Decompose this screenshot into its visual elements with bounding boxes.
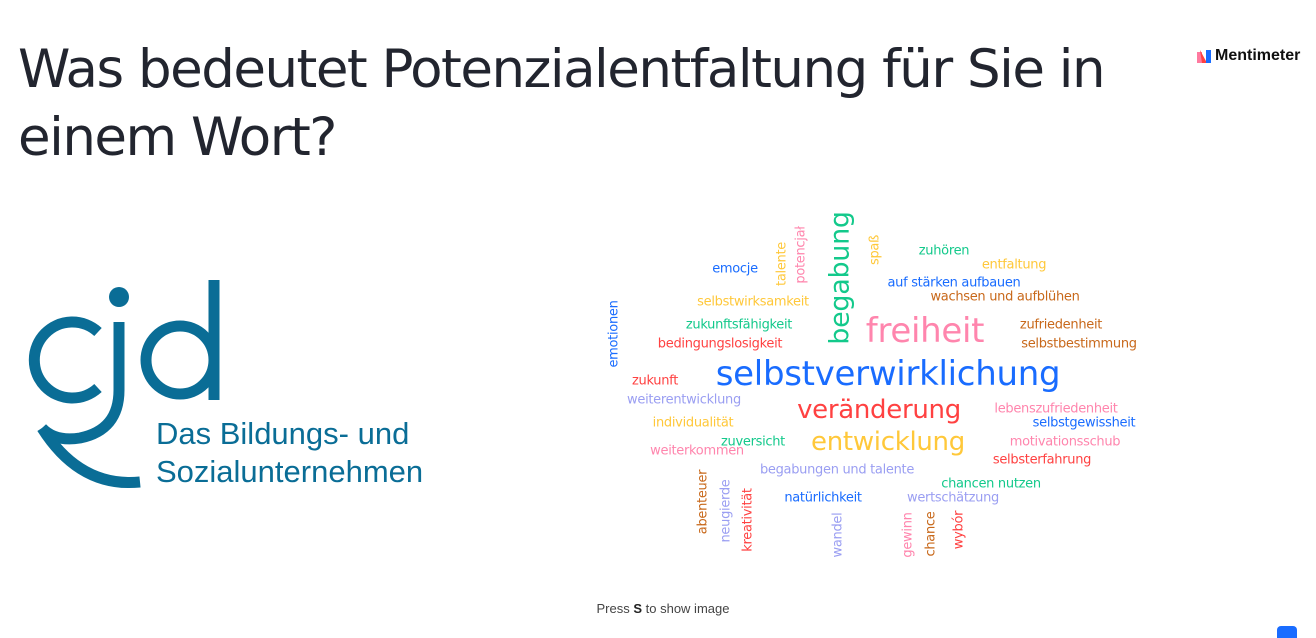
tagline-line1: Das Bildungs- und <box>156 416 410 451</box>
mentimeter-brand: Mentimeter <box>1197 47 1300 65</box>
word-cloud-word: motivationsschub <box>1009 434 1121 450</box>
cjd-logo <box>28 280 220 489</box>
word-cloud-word: zuhören <box>918 243 970 259</box>
word-cloud-word: wybór <box>951 510 967 550</box>
word-cloud-word: selbstgewissheit <box>1032 415 1136 431</box>
word-cloud-word: begabung <box>824 211 856 345</box>
tagline-line2: Sozialunternehmen <box>156 454 424 489</box>
word-cloud-word: zufriedenheit <box>1019 317 1103 333</box>
word-cloud-word: zukunft <box>631 373 679 389</box>
word-cloud-word: emotionen <box>606 300 622 368</box>
question-title: Was bedeutet Potenzialentfaltung für Sie… <box>18 39 1106 168</box>
show-image-hint: Press S to show image <box>596 601 730 616</box>
word-cloud-word: potencjał <box>793 226 809 284</box>
word-cloud-word: spaß <box>867 235 883 265</box>
word-cloud-word: wertschätzung <box>907 490 999 506</box>
word-cloud-word: auf stärken aufbauen <box>887 275 1021 291</box>
word-cloud-word: veränderung <box>797 395 961 425</box>
word-cloud-word: wachsen und aufblühen <box>930 289 1080 305</box>
mentimeter-logo-icon <box>1197 49 1211 63</box>
word-cloud-word: bedingungslosigkeit <box>657 336 783 352</box>
word-cloud-word: emocje <box>712 261 758 277</box>
word-cloud-word: gewinn <box>900 512 916 558</box>
word-cloud-word: natürlichkeit <box>784 490 862 506</box>
word-cloud-word: wandel <box>830 512 846 558</box>
help-badge[interactable] <box>1277 626 1297 638</box>
mentimeter-name: Mentimeter <box>1215 47 1301 64</box>
word-cloud-word: selbstverwirklichung <box>715 354 1061 394</box>
word-cloud-word: selbsterfahrung <box>992 452 1092 468</box>
word-cloud-word: weiterentwicklung <box>627 392 741 408</box>
word-cloud-word: abenteuer <box>695 469 711 535</box>
word-cloud-word: selbstwirksamkeit <box>697 294 809 310</box>
word-cloud-word: kreativität <box>740 488 756 552</box>
word-cloud-word: selbstbestimmung <box>1021 336 1137 352</box>
word-cloud-word: chance <box>923 511 939 557</box>
word-cloud-word: neugierde <box>718 479 734 543</box>
word-cloud-word: individualität <box>652 415 734 431</box>
word-cloud-word: zukunftsfähigkeit <box>685 317 793 333</box>
word-cloud-word: freiheit <box>865 311 985 351</box>
word-cloud-word: entwicklung <box>811 427 965 457</box>
word-cloud-word: weiterkommen <box>650 443 744 459</box>
word-cloud-word: chancen nutzen <box>941 476 1041 492</box>
word-cloud-word: begabungen und talente <box>759 462 915 478</box>
word-cloud-word: talente <box>774 242 790 286</box>
cjd-tagline: Das Bildungs- und Sozialunternehmen <box>156 415 423 491</box>
word-cloud-word: lebenszufriedenheit <box>994 401 1118 417</box>
word-cloud-word: zuversicht <box>721 434 785 450</box>
word-cloud-word: entfaltung <box>981 257 1047 273</box>
hint-key: S <box>633 601 643 616</box>
